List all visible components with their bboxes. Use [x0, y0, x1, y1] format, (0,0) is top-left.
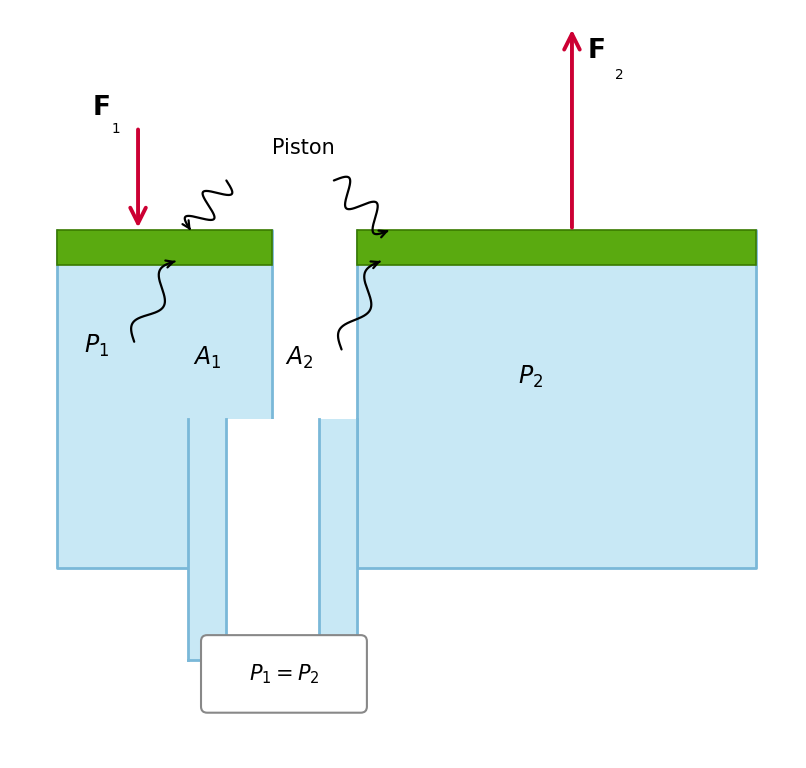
Text: $A_1$: $A_1$ [193, 345, 222, 371]
Text: $_1$: $_1$ [111, 117, 121, 136]
FancyBboxPatch shape [201, 635, 367, 713]
Bar [57, 230, 272, 265]
Text: $\mathbf{F}$: $\mathbf{F}$ [588, 38, 605, 64]
Bar [357, 230, 756, 568]
Text: $\mathbf{F}$: $\mathbf{F}$ [92, 95, 110, 121]
Bar [357, 230, 756, 265]
Text: $P_2$: $P_2$ [518, 364, 543, 390]
Bar [318, 419, 357, 660]
Text: $_2$: $_2$ [614, 63, 624, 82]
Bar [57, 230, 272, 568]
Bar [188, 634, 357, 660]
Text: $P_1$: $P_1$ [85, 333, 110, 359]
Bar [226, 419, 318, 676]
Bar [188, 419, 226, 660]
Text: $P_1 = P_2$: $P_1 = P_2$ [249, 662, 319, 686]
Text: Piston: Piston [272, 137, 334, 157]
Text: $A_2$: $A_2$ [285, 345, 314, 371]
Bar [272, 230, 357, 568]
